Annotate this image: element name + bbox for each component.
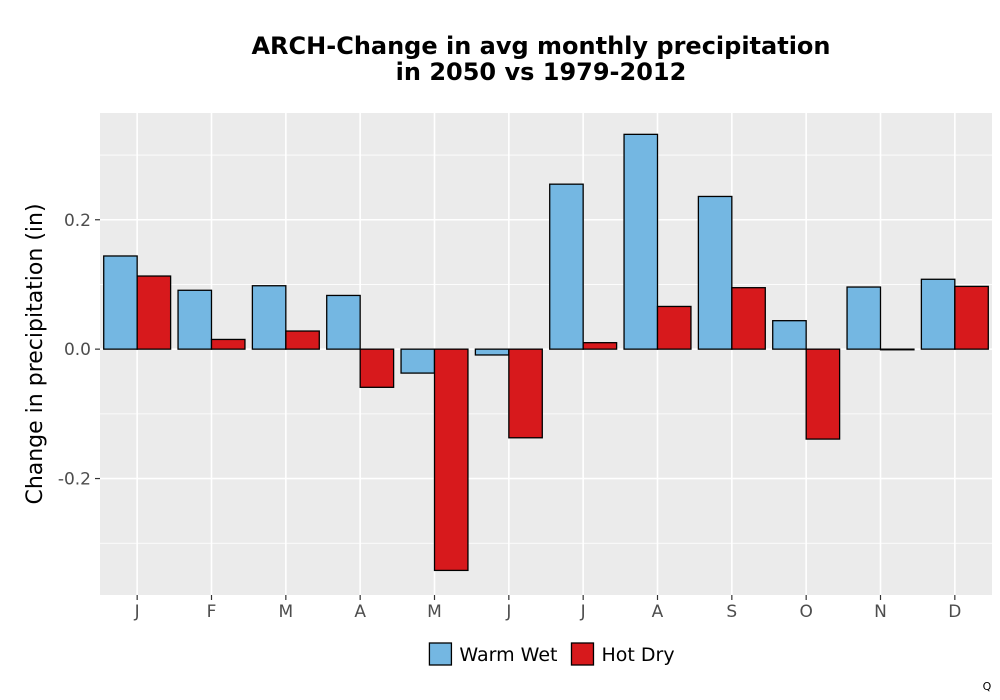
bars [103, 133, 989, 572]
y-axis-title: Change in precipitation (in) [23, 203, 48, 504]
bar-hot-dry-2 [210, 338, 246, 350]
y-tick-label: 0.0 [64, 340, 91, 360]
bar-hot-dry-8 [656, 305, 692, 350]
bar-warm-wet-11 [846, 286, 882, 350]
x-tick-label: D [948, 602, 961, 622]
x-tick-label: J [505, 602, 511, 622]
x-tick-label: A [652, 602, 664, 622]
bar-hot-dry-7 [582, 342, 618, 350]
bar-hot-dry-9 [731, 287, 766, 350]
corner-mark: Q [983, 680, 992, 693]
bar-warm-wet-10 [772, 320, 807, 350]
x-tick-label: M [427, 602, 442, 622]
plot-panel [100, 113, 992, 595]
bar-warm-wet-3 [251, 285, 287, 350]
y-tick-label: -0.2 [58, 470, 91, 490]
x-tick-label: J [134, 602, 140, 622]
x-tick-label: J [580, 602, 586, 622]
bar-hot-dry-11 [879, 348, 915, 351]
bar-warm-wet-12 [920, 278, 956, 350]
bar-hot-dry-5 [433, 348, 469, 572]
x-tick-label: M [278, 602, 293, 622]
x-tick-label: O [799, 602, 812, 622]
chart-title-line-1: ARCH-Change in avg monthly precipitation [251, 32, 830, 60]
legend-label-hot-dry: Hot Dry [601, 644, 674, 666]
bar-warm-wet-9 [697, 195, 733, 350]
bar-hot-dry-4 [359, 348, 395, 388]
chart-title-line-2: in 2050 vs 1979-2012 [396, 58, 687, 86]
x-tick-label: N [874, 602, 887, 622]
legend-key-warm-wet [428, 642, 453, 666]
legend: Warm Wet Hot Dry [428, 642, 675, 666]
bar-warm-wet-7 [549, 183, 584, 350]
bar-warm-wet-4 [326, 294, 361, 350]
bar-hot-dry-3 [285, 330, 320, 350]
x-tick-label: S [726, 602, 737, 622]
bar-hot-dry-10 [805, 348, 841, 440]
bar-warm-wet-2 [177, 289, 213, 350]
x-tick-label: F [207, 602, 217, 622]
y-axis-ticks: -0.2 0.0 0.2 [58, 211, 100, 490]
bar-hot-dry-6 [508, 348, 543, 439]
bar-warm-wet-1 [103, 255, 138, 350]
bar-hot-dry-1 [136, 275, 172, 350]
bar-warm-wet-5 [400, 348, 436, 374]
x-tick-label: A [354, 602, 366, 622]
legend-label-warm-wet: Warm Wet [459, 644, 557, 666]
bar-warm-wet-8 [623, 133, 659, 350]
bar-warm-wet-6 [474, 348, 510, 356]
y-tick-label: 0.2 [64, 211, 91, 231]
bar-hot-dry-12 [954, 285, 989, 350]
legend-key-hot-dry [570, 642, 595, 666]
